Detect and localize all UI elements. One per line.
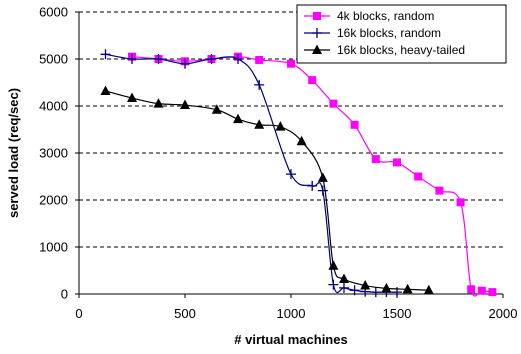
data-point — [233, 113, 243, 124]
data-point — [153, 98, 164, 108]
legend: 4k blocks, random 16k blocks, random 16k b… — [296, 4, 507, 64]
data-point — [456, 198, 465, 207]
legend-marker — [313, 12, 321, 20]
data-point — [393, 158, 401, 167]
x-tick-label: 0 — [75, 306, 82, 321]
y-tick-label: 0 — [61, 287, 68, 302]
x-tick-label: 500 — [174, 306, 196, 321]
data-point — [339, 273, 349, 283]
data-point — [211, 104, 222, 114]
data-point — [286, 169, 296, 180]
data-point — [328, 279, 339, 290]
data-point — [296, 135, 307, 146]
data-point — [402, 283, 413, 294]
y-tick-label: 5000 — [39, 52, 68, 67]
data-point — [254, 119, 265, 129]
data-point — [477, 286, 486, 295]
data-point — [360, 280, 371, 290]
data-point — [307, 180, 318, 191]
legend-item: 4k blocks, random — [304, 9, 434, 23]
x-tick-label: 1000 — [277, 306, 306, 321]
y-tick-label: 2000 — [39, 193, 68, 208]
data-point — [328, 260, 339, 270]
data-point — [100, 85, 111, 95]
x-tick-label: 1500 — [383, 306, 412, 321]
data-point — [100, 49, 111, 60]
data-point — [381, 282, 392, 293]
data-point — [180, 58, 190, 69]
series-group — [100, 49, 497, 298]
data-point — [339, 282, 349, 293]
data-point — [287, 59, 295, 68]
y-tick-label: 4000 — [39, 99, 68, 114]
data-point — [127, 92, 137, 103]
data-point — [127, 54, 137, 64]
data-point — [275, 121, 286, 131]
series-3 — [100, 85, 434, 295]
legend-label: 16k blocks, random — [337, 26, 441, 40]
legend-label: 16k blocks, heavy-tailed — [337, 43, 465, 57]
data-point — [254, 79, 265, 90]
data-point — [488, 288, 497, 297]
data-point — [317, 185, 328, 196]
legend-marker — [312, 44, 322, 54]
data-point — [206, 54, 217, 64]
data-point — [349, 285, 360, 296]
data-point — [153, 54, 164, 64]
data-point — [329, 99, 338, 108]
data-point — [180, 99, 190, 110]
series-line — [105, 90, 429, 291]
data-point — [370, 287, 381, 298]
y-tick-label: 6000 — [39, 5, 68, 20]
data-point — [308, 76, 317, 85]
legend-box — [296, 4, 507, 64]
data-point — [467, 285, 476, 294]
data-point — [414, 172, 423, 181]
data-point — [435, 186, 444, 195]
data-point — [350, 120, 359, 129]
data-point — [255, 55, 264, 64]
data-point — [423, 284, 434, 295]
y-tick-label: 3000 — [39, 146, 68, 161]
y-axis-title: served load (req/sec) — [6, 88, 21, 218]
legend-item: 16k blocks, heavy-tailed — [304, 43, 465, 57]
x-axis-title: # virtual machines — [234, 332, 347, 347]
x-tick-label: 2000 — [489, 306, 518, 321]
y-tick-label: 1000 — [39, 240, 68, 255]
data-point — [371, 155, 380, 164]
tick-labels: 0 1000 2000 3000 4000 5000 6000 0 500 1000 1500 200… — [39, 5, 517, 322]
legend-marker — [312, 28, 322, 38]
data-point — [317, 172, 328, 182]
legend-item: 16k blocks, random — [304, 26, 441, 40]
data-point — [233, 54, 243, 64]
legend-label: 4k blocks, random — [337, 9, 434, 23]
series-2 — [100, 49, 402, 298]
